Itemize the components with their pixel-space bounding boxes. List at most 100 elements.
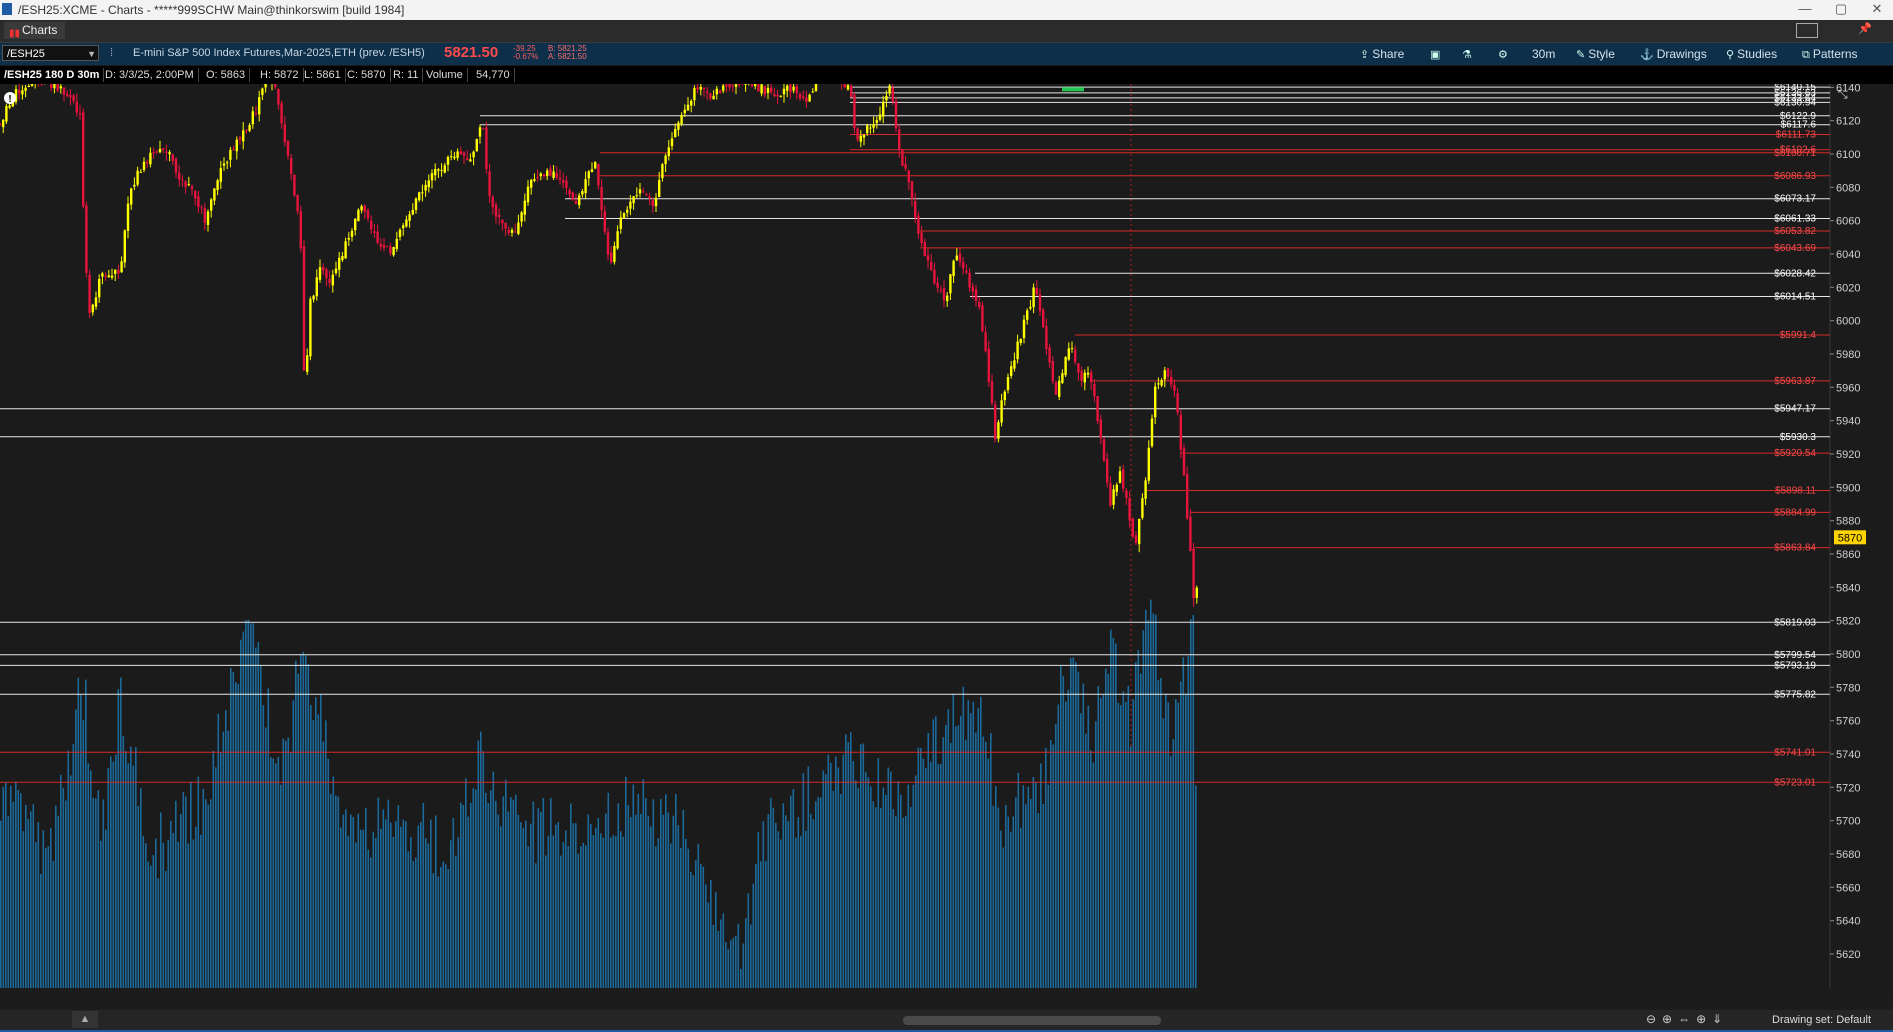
settings-button[interactable]: ⚙ [1498, 43, 1511, 65]
volume-bar [870, 786, 872, 988]
chart-scrollbar[interactable]: ▲ ⊖⊕⇔⊕⇓ Drawing set: Default [0, 1010, 1893, 1030]
volume-bar [705, 884, 707, 988]
volume-bar [675, 794, 677, 988]
volume-bar [607, 792, 610, 988]
candle-body [862, 134, 866, 138]
volume-bar [445, 864, 447, 988]
candle-body [94, 297, 98, 307]
drawings-button[interactable]: ⚓ Drawings [1640, 43, 1707, 65]
maximize-button[interactable]: ▢ [1834, 1, 1848, 16]
share-icon: ⇪ [1360, 49, 1370, 61]
candle-body [347, 238, 350, 240]
volume-bar [552, 835, 555, 988]
window-title: /ESH25:XCME - Charts - *****999SCHW Main… [18, 3, 405, 17]
flask-button[interactable]: ⚗ [1462, 43, 1475, 65]
volume-bar [335, 795, 337, 988]
volume-bar [650, 826, 652, 988]
chevron-down-icon[interactable]: ▼ [87, 49, 96, 59]
candle-body [642, 191, 645, 193]
window-layout-icon[interactable] [1796, 23, 1818, 38]
candle-body [731, 85, 734, 87]
volume-bar [245, 620, 247, 988]
volume-bar [1180, 681, 1182, 988]
candle-body [411, 209, 414, 215]
candle-body [405, 219, 408, 227]
volume-bar [267, 688, 270, 988]
volume-bar [790, 795, 792, 988]
snapshot-button[interactable]: ▣ [1430, 43, 1443, 65]
volume-bar [515, 794, 517, 988]
volume-bar [260, 665, 262, 988]
candle-body [210, 199, 213, 211]
candle-body [501, 219, 504, 224]
candle-body [1035, 288, 1038, 295]
volume-bar [887, 767, 890, 988]
candle-body [971, 286, 974, 292]
pin-icon[interactable]: 📌 [1858, 23, 1872, 35]
candle-body [1109, 483, 1112, 506]
price-level-label: $5963.87 [1774, 376, 1816, 387]
volume-bar [670, 843, 672, 988]
drawing-set-label[interactable]: Drawing set: Default [1772, 1014, 1872, 1026]
price-chart[interactable]: $6145.59$6140.15$6136.63$6133.64$6130.94… [0, 84, 1893, 988]
minimize-button[interactable]: — [1798, 1, 1812, 16]
zoom-controls[interactable]: ⊖⊕⇔⊕⇓ [1646, 1012, 1729, 1026]
volume-bar [100, 840, 102, 988]
volume-bar [1062, 676, 1065, 988]
expand-up-icon[interactable]: ▲ [72, 1011, 98, 1028]
volume-bar [20, 793, 22, 988]
candle-body [1038, 294, 1042, 312]
volume-bar [867, 777, 870, 988]
volume-bar [940, 764, 942, 988]
volume-bar [1115, 643, 1117, 988]
volume-bar [852, 761, 855, 988]
volume-bar [322, 741, 325, 988]
style-button[interactable]: ✎ Style [1576, 43, 1615, 65]
volume-bar [50, 827, 52, 988]
volume-bar [740, 969, 742, 988]
candle-body [194, 191, 197, 199]
candle-body [482, 128, 485, 130]
volume-bar [282, 738, 285, 988]
candle-body [798, 93, 802, 99]
chart-area[interactable]: $6145.59$6140.15$6136.63$6133.64$6130.94… [0, 84, 1893, 988]
volume-bar [57, 815, 60, 988]
candle-body [1054, 382, 1058, 395]
volume-bar [835, 756, 837, 988]
candle-body [533, 179, 536, 181]
volume-bar [182, 792, 185, 988]
bar-close: C: 5870 [343, 68, 391, 82]
volume-bar [942, 737, 945, 988]
volume-bar [80, 694, 82, 988]
tab-charts[interactable]: ▮▮ Charts [4, 22, 66, 39]
symbol-input[interactable]: /ESH25 ▼ [2, 45, 99, 61]
volume-bar [380, 828, 382, 988]
candle-body [462, 152, 466, 156]
volume-bar [620, 831, 622, 988]
candle-body [1096, 396, 1099, 422]
price-level-label: $6086.93 [1774, 171, 1816, 182]
candle-body [994, 404, 997, 440]
candle-body [1128, 498, 1131, 521]
link-icon[interactable]: ⁞ [110, 47, 114, 59]
price-level-label: $6100.71 [1774, 148, 1816, 159]
scrollbar-thumb[interactable] [903, 1016, 1161, 1025]
candle-body [517, 222, 520, 234]
candle-body [8, 105, 11, 108]
volume-bar [547, 835, 550, 988]
volume-bar [500, 826, 502, 988]
price-levels: $6145.59$6140.15$6136.63$6133.64$6130.94… [0, 84, 1830, 788]
volume-bar [727, 949, 730, 988]
timeframe-button[interactable]: 30m [1532, 43, 1555, 65]
candle-body [1102, 439, 1106, 461]
drawings-icon: ⚓ [1640, 49, 1654, 61]
candle-body [434, 169, 437, 176]
patterns-button[interactable]: ⧉ Patterns [1802, 43, 1858, 65]
close-button[interactable]: ✕ [1871, 1, 1883, 16]
volume-bar [1095, 721, 1097, 988]
price-tick-label: 5620 [1836, 949, 1860, 961]
studies-button[interactable]: ⚲ Studies [1726, 43, 1777, 65]
candle-body [149, 152, 152, 165]
volume-bar [215, 767, 217, 988]
share-button[interactable]: ⇪ Share [1360, 43, 1404, 65]
